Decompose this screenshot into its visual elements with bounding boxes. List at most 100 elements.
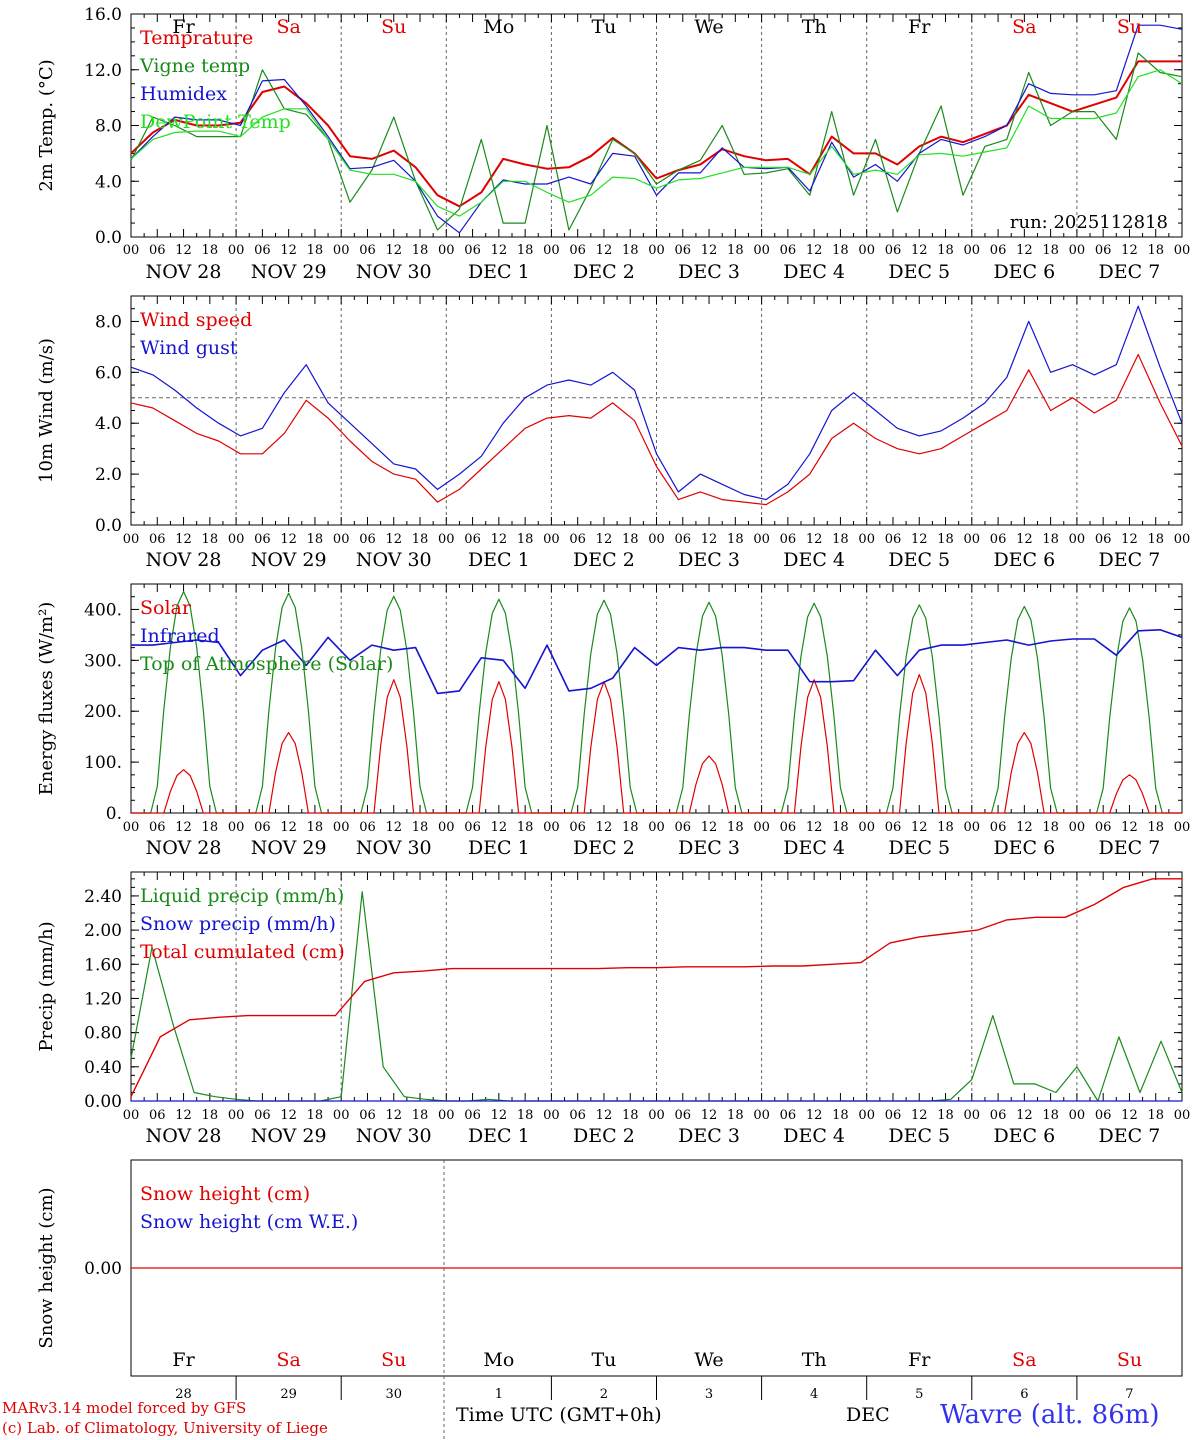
date-label: DEC 6: [993, 1125, 1055, 1147]
date-label: NOV 28: [146, 837, 222, 859]
hour-label: 06: [990, 532, 1007, 547]
hour-label: 00: [648, 820, 665, 835]
snow-day-number: 1: [495, 1387, 503, 1402]
y-tick-label: 0.0: [95, 516, 122, 536]
hour-label: 18: [727, 532, 744, 547]
date-label: DEC 6: [993, 261, 1055, 283]
date-label: DEC 4: [783, 837, 845, 859]
hour-label: 12: [911, 243, 928, 258]
series-wind-speed: [130, 353, 1183, 506]
weekday-label: Tu: [591, 16, 616, 38]
series-humidex: [130, 24, 1183, 234]
hour-label: 00: [858, 532, 875, 547]
weekday-label: Mo: [483, 16, 514, 38]
hour-label: 00: [543, 243, 560, 258]
y-tick-label: 4.0: [95, 414, 122, 434]
time-axis-label: Time UTC (GMT+0h): [456, 1404, 662, 1426]
snow-day-number: 4: [810, 1387, 818, 1402]
hour-label: 06: [675, 532, 692, 547]
hour-label: 06: [885, 820, 902, 835]
hour-label: 18: [1042, 1108, 1059, 1123]
y-tick-label: 100.: [84, 753, 122, 773]
weekday-label: Su: [1117, 16, 1142, 38]
date-label: DEC 5: [888, 261, 950, 283]
hour-label: 06: [359, 532, 376, 547]
hour-label: 12: [596, 1108, 613, 1123]
weekday-label: Th: [802, 16, 827, 38]
hour-label: 06: [1095, 243, 1112, 258]
legend-wind-gust: Wind gust: [140, 337, 238, 359]
hour-label: 00: [543, 1108, 560, 1123]
date-label: DEC 2: [573, 549, 635, 571]
y-tick-label: 0.80: [84, 1024, 122, 1044]
y-tick-label: 300.: [84, 651, 122, 671]
weekday-label: Fr: [172, 16, 195, 38]
hour-label: 00: [123, 243, 140, 258]
y-tick-label: 400.: [84, 600, 122, 620]
hour-label: 12: [911, 532, 928, 547]
hour-label: 06: [675, 820, 692, 835]
hour-label: 00: [753, 1108, 770, 1123]
date-label: DEC 1: [468, 1125, 530, 1147]
date-label: DEC 6: [993, 549, 1055, 571]
hour-label: 00: [648, 532, 665, 547]
hour-label: 06: [1095, 1108, 1112, 1123]
hour-label: 12: [280, 820, 297, 835]
hour-label: 00: [438, 820, 455, 835]
hour-label: 12: [175, 820, 192, 835]
date-label: DEC 4: [783, 549, 845, 571]
hour-label: 18: [1042, 820, 1059, 835]
hour-label: 06: [569, 243, 586, 258]
snow-weekday-label: Mo: [483, 1349, 514, 1371]
model-credit-1: MARv3.14 model forced by GFS: [2, 1399, 247, 1417]
hour-label: 18: [412, 1108, 429, 1123]
hour-label: 12: [175, 532, 192, 547]
hour-label: 12: [806, 532, 823, 547]
date-label: NOV 30: [356, 837, 432, 859]
legend-solar: Solar: [140, 597, 192, 619]
snow-day-number: 7: [1125, 1387, 1133, 1402]
weekday-label: Sa: [1012, 16, 1036, 38]
snow-day-number: 28: [175, 1387, 192, 1402]
hour-label: 12: [385, 820, 402, 835]
y-tick-label: 16.0: [84, 5, 122, 25]
hour-label: 00: [858, 1108, 875, 1123]
date-label: NOV 29: [251, 1125, 327, 1147]
hour-label: 18: [307, 532, 324, 547]
series-infrared: [131, 628, 1183, 695]
hour-label: 18: [1042, 243, 1059, 258]
hour-label: 12: [701, 243, 718, 258]
series-vigne-temp: [130, 52, 1183, 231]
y-tick-label: 1.60: [84, 955, 122, 975]
date-label: DEC 2: [573, 261, 635, 283]
hour-label: 18: [832, 1108, 849, 1123]
hour-label: 12: [806, 243, 823, 258]
hour-label: 06: [780, 243, 797, 258]
date-label: DEC 3: [678, 837, 740, 859]
hour-label: 06: [780, 820, 797, 835]
hour-label: 12: [385, 1108, 402, 1123]
hour-label: 00: [333, 532, 350, 547]
hour-label: 06: [885, 532, 902, 547]
hour-label: 06: [885, 1108, 902, 1123]
date-label: NOV 28: [146, 261, 222, 283]
legend-dewpoint-temp: DewPoint Temp: [140, 111, 291, 133]
hour-label: 06: [149, 820, 166, 835]
hour-label: 00: [438, 1108, 455, 1123]
hour-label: 12: [1016, 820, 1033, 835]
y-axis-label: Precip (mm/h): [36, 921, 57, 1051]
date-label: DEC 5: [888, 837, 950, 859]
hour-label: 00: [228, 1108, 245, 1123]
date-label: DEC 2: [573, 1125, 635, 1147]
hour-label: 06: [990, 1108, 1007, 1123]
hour-label: 12: [596, 820, 613, 835]
date-label: DEC 1: [468, 261, 530, 283]
hour-label: 00: [648, 1108, 665, 1123]
hour-label: 12: [911, 820, 928, 835]
y-tick-label: 12.0: [84, 61, 122, 81]
snow-day-number: 3: [705, 1387, 713, 1402]
date-label: NOV 29: [251, 261, 327, 283]
hour-label: 12: [806, 1108, 823, 1123]
hour-label: 06: [569, 820, 586, 835]
hour-label: 06: [990, 243, 1007, 258]
